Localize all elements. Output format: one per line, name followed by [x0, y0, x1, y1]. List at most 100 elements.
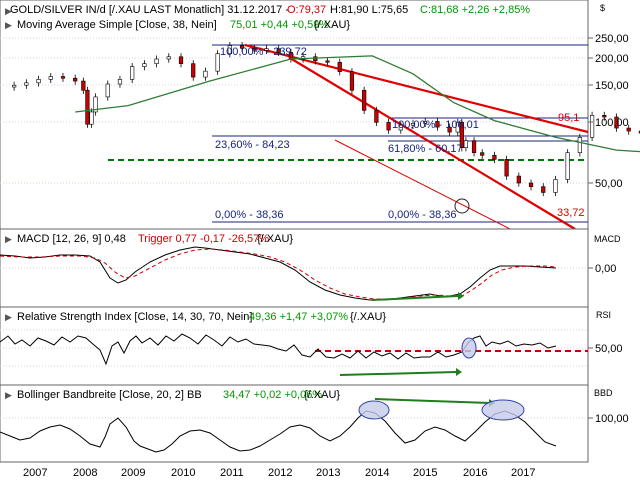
x-tick-2007: 2007 [23, 467, 47, 479]
x-tick-2014: 2014 [365, 467, 389, 479]
macd-tail-label: {/.XAU} [257, 233, 293, 245]
candle-body [154, 58, 159, 64]
collapse-icon[interactable]: ▶ [5, 6, 12, 16]
macd-divergence-arrow [371, 295, 459, 301]
candle-body [374, 110, 379, 123]
candle-body [36, 79, 41, 84]
candle-body [553, 179, 558, 193]
rsi-toggle-icon[interactable]: ▶ [5, 312, 12, 322]
price-tick-200: 200,00 [595, 53, 629, 65]
header-open: O:79,37 [287, 4, 326, 16]
macd-line [0, 246, 557, 301]
sma-tail: {/.XAU} [314, 19, 350, 31]
x-tick-2016: 2016 [463, 467, 487, 479]
candle-body [455, 122, 460, 133]
candle-body [142, 63, 147, 67]
candle-body [130, 66, 135, 80]
candle-body [215, 53, 220, 72]
candle-body [626, 127, 631, 132]
bbw-toggle-icon[interactable]: ▶ [5, 390, 12, 400]
candle-body [447, 126, 452, 133]
target-95-label: 95,1 [558, 112, 579, 124]
rsi-value: 49,36 +1,47 +3,07% [249, 311, 348, 323]
x-tick-2011: 2011 [220, 467, 244, 479]
x-tick-2015: 2015 [413, 467, 437, 479]
price-tick-250: 250,00 [595, 33, 629, 45]
candle-body [492, 154, 497, 160]
price-tick-100: 100,00 [595, 117, 629, 129]
rsi-highlight-ellipse [461, 337, 477, 359]
candle-body [589, 115, 595, 138]
candle-body [386, 122, 391, 131]
lower-trend-line [289, 57, 576, 230]
candle-body [463, 140, 469, 148]
sma38-line [75, 55, 640, 153]
candle-body [239, 45, 245, 49]
macd-side-label: MACD [594, 234, 621, 244]
candle-body [504, 159, 509, 177]
header-close: C:81,68 +2,26 +2,85% [420, 4, 530, 16]
candle-body [480, 152, 485, 156]
bbw-panel: Bollinger Bandbreite [Close, 20, 2] BB 3… [0, 384, 629, 463]
sma-value: 75,01 +0,44 +0,59% [230, 19, 329, 31]
bbw-tick: 100,00 [595, 413, 629, 425]
candle-body [48, 76, 53, 80]
bbw-value: 34,47 +0,02 +0,06% [223, 389, 322, 401]
candle-body [252, 47, 257, 51]
macd-zero-tick: 0,00 [595, 263, 616, 275]
fib-2360-label: 23,60% - 84,23 [215, 139, 290, 151]
header-title: GOLD/SILVER IN/d [/.XAU LAST Monatlich] … [10, 4, 289, 16]
candle-body [602, 115, 607, 118]
candle-body [12, 84, 17, 88]
macd-trigger-label: Trigger 0,77 -0,17 -26,57% [138, 233, 269, 245]
indicator-toggle-icon[interactable]: ▶ [5, 20, 12, 30]
x-tick-2008: 2008 [73, 467, 97, 479]
candle-body [73, 77, 78, 82]
candle-body [471, 140, 477, 153]
macd-toggle-icon[interactable]: ▶ [5, 234, 12, 244]
x-tick-2012: 2012 [268, 467, 292, 479]
candle-body [398, 124, 403, 131]
candle-body [24, 82, 29, 86]
upper-trend-line [244, 43, 589, 134]
candle-body [89, 111, 94, 125]
candle-body [203, 70, 208, 78]
rsi-label: Relative Strength Index [Close, 14, 30, … [17, 311, 252, 323]
price-panel: GOLD/SILVER IN/d [/.XAU LAST Monatlich] … [0, 0, 640, 230]
rsi-tick: 50,00 [595, 343, 623, 355]
fib-0-label: 0,00% - 38,36 [215, 209, 284, 221]
x-tick-2010: 2010 [171, 467, 195, 479]
currency-mark: $ [600, 3, 605, 13]
candle-body [117, 79, 123, 85]
bbw-arrow [374, 398, 491, 404]
macd-label: MACD [12, 26, 9] 0,48 [17, 233, 126, 245]
candle-body [276, 48, 281, 53]
fib-right-100-label: 100,00% - 106,01 [392, 119, 479, 131]
candle-body [423, 121, 428, 124]
bbw-line [0, 410, 557, 453]
candle-series [12, 41, 640, 197]
candle-body [614, 116, 619, 129]
candle-body [528, 182, 534, 187]
candle-body [410, 122, 416, 126]
bbw-highlight-left [358, 400, 390, 420]
candle-body [191, 63, 196, 78]
x-tick-2009: 2009 [121, 467, 145, 479]
candle-body [60, 76, 66, 79]
candle-body [565, 152, 570, 180]
rsi-arrowhead-icon [456, 368, 462, 376]
macd-trigger-line [0, 248, 557, 300]
candle-body [435, 121, 440, 128]
candle-body [85, 89, 90, 125]
price-tick-150: 150,00 [595, 80, 629, 92]
candle-body [349, 71, 355, 91]
bbw-label: Bollinger Bandbreite [Close, 20, 2] BB [17, 389, 202, 401]
candle-body [541, 186, 546, 193]
price-bottom-circle [454, 198, 470, 214]
candle-body [313, 56, 318, 62]
candle-body [459, 122, 464, 148]
bbw-panel-frame [0, 384, 589, 463]
candle-body [81, 80, 86, 91]
